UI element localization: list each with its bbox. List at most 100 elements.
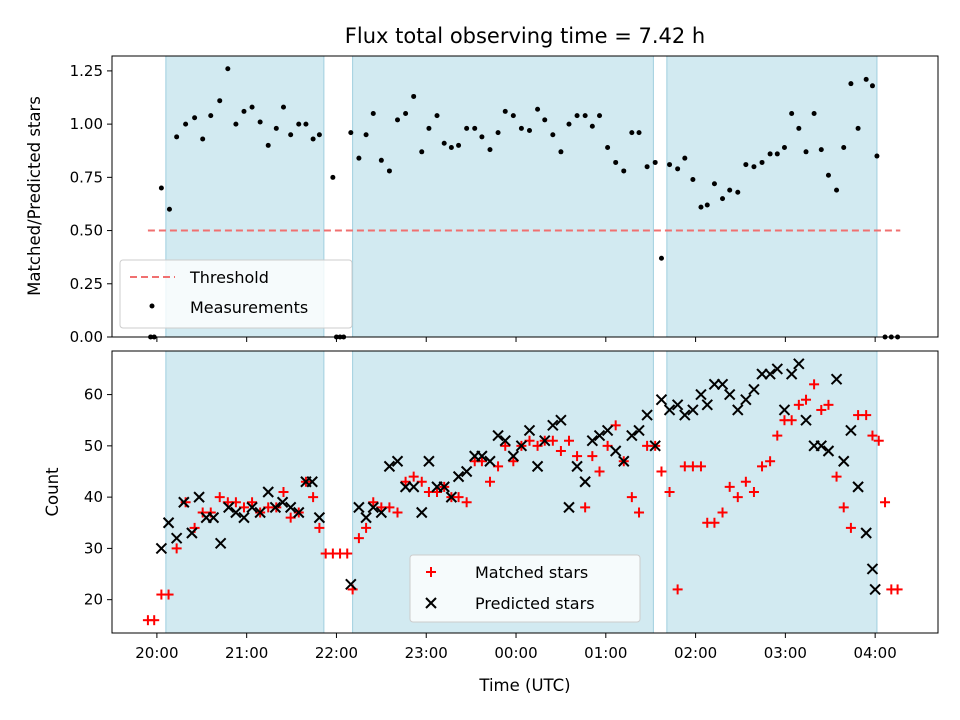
predicted-star-point [193,491,205,503]
measurement-point [558,149,564,155]
legend-predicted-swatch [425,597,437,609]
measurement-point [841,145,847,151]
predicted-star-point [460,465,473,478]
predicted-star-point [276,496,289,508]
matched-star-point [845,522,856,533]
bottom-predicted-series [155,358,881,596]
predicted-star-d2 [223,501,235,514]
measurement-point [441,140,447,146]
bottom-x-axis-label: Time (UTC) [478,676,570,695]
predicted-star-d2 [740,394,752,406]
matched-star-point [748,487,759,497]
matched-star-point [672,584,683,595]
measurement-point [280,104,286,110]
matched-star-point [587,451,598,462]
predicted-star-d2 [778,404,791,416]
measurement-point [781,145,787,151]
predicted-star-d2 [626,429,638,442]
predicted-star-point [539,435,551,447]
measurement-point [629,130,635,136]
measurement-point [698,204,704,210]
matched-star-point [709,517,720,528]
predicted-star-point [515,440,528,452]
predicted-star-point [732,404,744,416]
predicted-star-point [716,378,729,391]
measurement-point [310,136,316,142]
top-measurements-series [148,66,901,340]
bottom-xtick-label: 22:00 [315,644,358,662]
measurement-point [464,125,470,131]
predicted-star-point [785,368,798,380]
predicted-star-d2 [306,476,318,488]
top-legend: Threshold Measurements [119,259,353,329]
measurement-point [158,185,164,191]
top-observing-windows [165,55,878,338]
matched-star-point [368,497,379,508]
top-ytick-label: 1.25 [70,62,103,80]
predicted-star-point [579,476,591,488]
predicted-star-d2 [641,409,653,421]
predicted-star-d2 [360,511,372,524]
predicted-star-point [306,476,318,488]
predicted-star-point [507,450,520,462]
measurement-point [395,117,401,123]
measurement-point [192,115,198,121]
measurement-point [605,145,611,151]
bottom-xtick-label: 20:00 [135,644,178,662]
measurement-point [273,125,279,131]
measurement-point [869,83,875,89]
measurement-point [378,157,384,163]
predicted-star-point [845,424,857,437]
predicted-star-d2 [476,450,488,462]
matched-star-point [361,522,372,533]
predicted-star-point [383,460,396,473]
matched-star-point [392,507,403,518]
measurement-point [675,166,681,172]
predicted-star-point [571,460,583,473]
measurement-point [288,132,294,138]
measurement-point [174,134,180,140]
legend-measurements-swatch [149,303,155,309]
matched-star-point [816,404,827,415]
predicted-star-point [269,501,282,514]
matched-star-point [171,543,182,554]
predicted-star-d2 [186,527,198,539]
predicted-star-point [254,506,266,519]
matched-star-point [892,584,903,595]
predicted-star-point [484,455,496,467]
predicted-star-point [740,394,752,406]
measurement-point [774,151,780,157]
predicted-star-d2 [579,476,591,488]
measurement-point [472,125,478,131]
bottom-xtick-label: 00:00 [494,644,537,662]
predicted-star-point [345,578,357,590]
predicted-star-d2 [838,455,850,467]
predicted-star-d2 [679,409,691,421]
measurement-point [597,113,603,119]
measurement-point [682,155,688,161]
matched-star-point [831,471,842,482]
predicted-star-d2 [293,506,305,519]
measurement-point [316,132,322,138]
predicted-star-d2 [178,496,190,508]
measurement-point [510,113,516,119]
matched-star-point [717,507,728,518]
predicted-star-point [238,511,250,524]
predicted-star-d2 [367,501,379,514]
measurement-point [502,108,508,114]
bottom-y-axis: 20 30 40 50 60 [84,386,112,609]
matched-star-point [724,481,735,492]
measurement-point [834,187,840,193]
predicted-star-d2 [609,445,622,457]
measurement-point [550,132,556,138]
predicted-star-d2 [423,455,435,467]
measurement-point [825,172,831,178]
matched-star-point [453,492,464,503]
measurement-point [348,130,354,136]
predicted-star-point [866,563,879,575]
bottom-window-0 [165,350,325,634]
predicted-star-point [246,501,258,514]
predicted-star-d2 [383,460,396,473]
bottom-ytick-label: 30 [84,539,103,557]
predicted-star-point [523,424,536,437]
